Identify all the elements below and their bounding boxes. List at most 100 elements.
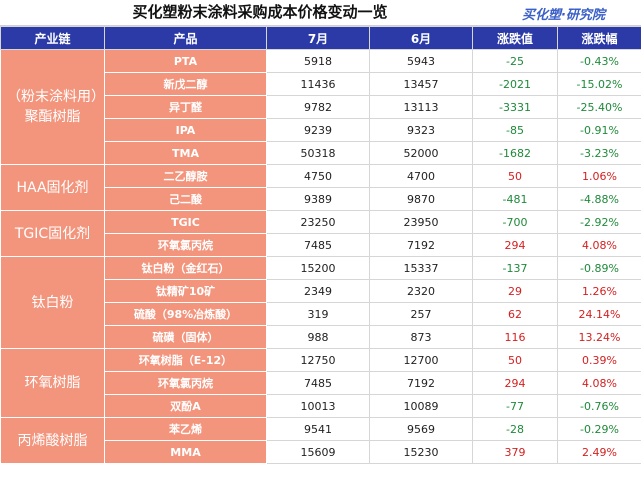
july-price-cell: 9541 [266,417,370,441]
header-change-pct: 涨跌幅 [557,26,641,50]
change-pct-cell: -0.43% [557,49,641,73]
july-price-cell: 988 [266,325,370,349]
change-pct-cell: -0.89% [557,256,641,280]
change-cell: -77 [472,394,558,418]
product-cell: IPA [104,118,267,142]
july-price-cell: 9389 [266,187,370,211]
july-price-cell: 50318 [266,141,370,165]
change-cell: 50 [472,348,558,372]
july-price-cell: 7485 [266,371,370,395]
change-cell: 116 [472,325,558,349]
table-row: HAA固化剂 二乙醇胺 4750 4700 50 1.06% [0,164,641,211]
june-price-cell: 4700 [369,164,473,188]
change-pct-cell: -25.40% [557,95,641,119]
july-price-cell: 12750 [266,348,370,372]
june-price-cell: 13457 [369,72,473,96]
change-pct-cell: 4.08% [557,371,641,395]
change-cell: 50 [472,164,558,188]
product-cell: 异丁醛 [104,95,267,119]
table-row: 硫酸（98%冶炼酸） 319 257 62 24.14% [1,302,641,326]
change-pct-cell: 4.08% [557,233,641,257]
brand-logo: 买化塑·研究院 [522,8,605,23]
product-cell: 硫磺（固体） [104,325,267,349]
change-pct-cell: -3.23% [557,141,641,165]
change-pct-cell: -4.88% [557,187,641,211]
table-row: 环氧树脂 环氧树脂（E-12） 12750 12700 50 0.39% [0,348,641,418]
july-price-cell: 7485 [266,233,370,257]
july-price-cell: 15609 [266,440,370,464]
change-cell: -3331 [472,95,558,119]
change-cell: 379 [472,440,558,464]
product-cell: 硫酸（98%冶炼酸） [104,302,267,326]
july-price-cell: 9239 [266,118,370,142]
change-pct-cell: -15.02% [557,72,641,96]
table-row: TMA 50318 52000 -1682 -3.23% [1,141,641,165]
product-cell: 二乙醇胺 [104,164,267,188]
product-cell: 新戊二醇 [104,72,267,96]
price-table: 产业链 产品 7月 6月 涨跌值 涨跌幅 （粉末涂料用）聚酯树脂 PTA 5918 5… [0,26,641,464]
june-price-cell: 9870 [369,187,473,211]
june-price-cell: 5943 [369,49,473,73]
change-pct-cell: -0.91% [557,118,641,142]
change-pct-cell: 0.39% [557,348,641,372]
table-row: 环氧氯丙烷 7485 7192 294 4.08% [1,371,641,395]
change-pct-cell: -2.92% [557,210,641,234]
june-price-cell: 52000 [369,141,473,165]
category-cell: （粉末涂料用）聚酯树脂 [0,49,105,165]
product-cell: 环氧氯丙烷 [104,371,267,395]
table-row: 钛白粉 钛白粉（金红石） 15200 15337 -137 -0.89% [0,256,641,349]
product-cell: 环氧树脂（E-12） [104,348,267,372]
change-pct-cell: -0.76% [557,394,641,418]
change-cell: -25 [472,49,558,73]
june-price-cell: 12700 [369,348,473,372]
june-price-cell: 257 [369,302,473,326]
change-pct-cell: 1.26% [557,279,641,303]
july-price-cell: 2349 [266,279,370,303]
change-cell: 62 [472,302,558,326]
june-price-cell: 15230 [369,440,473,464]
june-price-cell: 13113 [369,95,473,119]
june-price-cell: 7192 [369,371,473,395]
change-cell: 294 [472,233,558,257]
change-cell: -700 [472,210,558,234]
change-cell: -28 [472,417,558,441]
july-price-cell: 23250 [266,210,370,234]
change-cell: -481 [472,187,558,211]
change-cell: 29 [472,279,558,303]
table-row: MMA 15609 15230 379 2.49% [1,440,641,464]
product-cell: PTA [104,49,267,73]
header-category: 产业链 [0,26,105,50]
july-price-cell: 319 [266,302,370,326]
table-row: （粉末涂料用）聚酯树脂 PTA 5918 5943 -25 -0.43% [0,49,641,165]
header-change: 涨跌值 [472,26,558,50]
category-cell: TGIC固化剂 [0,210,105,257]
category-cell: 钛白粉 [0,256,105,349]
product-cell: TMA [104,141,267,165]
change-cell: -2021 [472,72,558,96]
table-row: 己二酸 9389 9870 -481 -4.88% [1,187,641,211]
table-body: （粉末涂料用）聚酯树脂 PTA 5918 5943 -25 -0.43% 新戊二醇 11436… [0,49,641,464]
product-cell: 钛白粉（金红石） [104,256,267,280]
change-cell: -1682 [472,141,558,165]
product-cell: TGIC [104,210,267,234]
june-price-cell: 9569 [369,417,473,441]
table-row: TGIC固化剂 TGIC 23250 23950 -700 -2.92% [0,210,641,257]
june-price-cell: 2320 [369,279,473,303]
header-july: 7月 [266,26,370,50]
july-price-cell: 10013 [266,394,370,418]
june-price-cell: 7192 [369,233,473,257]
category-cell: 丙烯酸树脂 [0,417,105,464]
page-title: 买化塑粉末涂料采购成本价格变动一览 [132,3,388,21]
table-row: 环氧氯丙烷 7485 7192 294 4.08% [1,233,641,257]
june-price-cell: 15337 [369,256,473,280]
product-cell: 双酚A [104,394,267,418]
product-cell: MMA [104,440,267,464]
change-pct-cell: 2.49% [557,440,641,464]
july-price-cell: 5918 [266,49,370,73]
header-june: 6月 [369,26,473,50]
product-cell: 钛精矿10矿 [104,279,267,303]
table-row: 硫磺（固体） 988 873 116 13.24% [1,325,641,349]
july-price-cell: 11436 [266,72,370,96]
table-row: 新戊二醇 11436 13457 -2021 -15.02% [1,72,641,96]
change-cell: 294 [472,371,558,395]
